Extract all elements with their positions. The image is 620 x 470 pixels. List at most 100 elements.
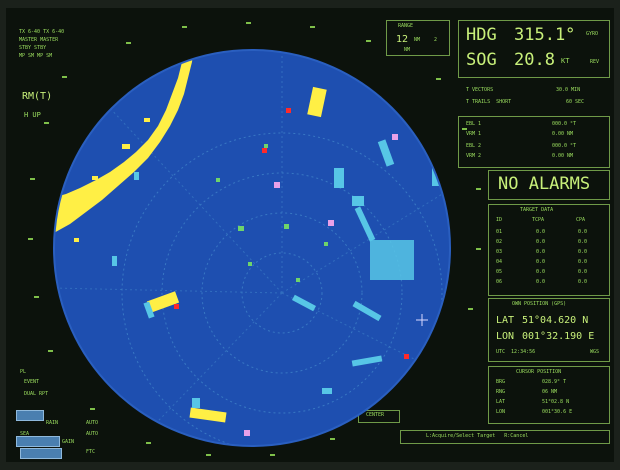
target-row-cpa: 0.0 [578, 239, 588, 245]
cursor-row-value: 028.9° T [542, 379, 567, 385]
utc-time: UTC 12:34:56 [496, 349, 536, 355]
rain-slider[interactable] [16, 410, 44, 421]
target-header-tcpa: TCPA [532, 217, 545, 223]
target-row-cpa: 0.0 [578, 279, 588, 285]
lon-value: 001°32.190 E [522, 331, 595, 342]
target-row-id[interactable]: 04 [496, 259, 503, 265]
echo-yellow [307, 86, 327, 118]
lat-value: 51°04.620 N [522, 315, 589, 326]
mp-status: MP SM MP SM [19, 53, 53, 59]
coastline-west [54, 50, 194, 234]
vrm2-value: 0.00 NM [552, 153, 574, 159]
lon-label: LON [496, 331, 515, 342]
vrm2-label[interactable]: VRM 2 [466, 153, 482, 159]
dual-button[interactable]: DUAL RPT [24, 391, 49, 397]
hint-bar [400, 430, 610, 444]
tx-status: TX 6-40 TX 6-40 [19, 29, 65, 35]
ebl-vrm-box [458, 116, 610, 168]
gain-slider[interactable] [20, 448, 62, 459]
event-button[interactable]: EVENT [24, 379, 40, 385]
speed-unit: KT [561, 57, 570, 65]
target-table [488, 204, 610, 296]
cursor-row-label: RNG [496, 389, 506, 395]
green-echoes [216, 144, 328, 282]
auto1-button[interactable]: AUTO [86, 420, 99, 426]
trails-value: 60 SEC [566, 99, 585, 105]
range-unit: NM [414, 37, 421, 43]
radar-screen: TX 6-40 TX 6-40 MASTER MASTER STBY STBY … [6, 8, 614, 462]
sea-label: SEA [20, 431, 30, 437]
target-row-id[interactable]: 06 [496, 279, 503, 285]
target-row-tcpa: 0.0 [536, 269, 546, 275]
heading-mode: GYRO [586, 31, 599, 37]
own-position-box [488, 298, 610, 362]
vrm1-value: 0.00 NM [552, 131, 574, 137]
hint-text: L:Acquire/Select Target R:Cancel [426, 433, 529, 439]
range-box[interactable] [386, 20, 450, 56]
cursor-row-label: LON [496, 409, 506, 415]
target-row-id[interactable]: 01 [496, 229, 503, 235]
target-table-title: TARGET DATA [520, 207, 554, 213]
alarm-box[interactable] [488, 170, 610, 200]
center-label: CENTER [366, 412, 385, 418]
echo-yellow [146, 291, 180, 313]
heading-label: HDG [466, 25, 497, 45]
cursor-row-label: LAT [496, 399, 506, 405]
ebl2-value: 000.0 °T [552, 143, 577, 149]
sea-slider[interactable] [16, 436, 60, 447]
pink-targets [244, 134, 398, 436]
target-header-id: ID [496, 217, 503, 223]
cursor-row-value: 51°02.8 N [542, 399, 570, 405]
cursor-row-value: 001°30.6 E [542, 409, 573, 415]
range-rings: 2 [434, 37, 438, 43]
alarm-text: NO ALARMS [498, 174, 591, 194]
range-label: RANGE [398, 23, 414, 29]
target-row-cpa: 0.0 [578, 269, 588, 275]
stby-status: STBY STBY [19, 45, 47, 51]
heading-value: 315.1° [514, 25, 576, 45]
rain-label: RAIN [46, 420, 59, 426]
target-row-cpa: 0.0 [578, 259, 588, 265]
range-sub: NM [404, 47, 411, 53]
cursor-position-box [488, 366, 610, 424]
auto2-button[interactable]: AUTO [86, 431, 99, 437]
range-value: 12 [396, 34, 409, 45]
target-row-cpa: 0.0 [578, 229, 588, 235]
target-row-cpa: 0.0 [578, 249, 588, 255]
target-row-id[interactable]: 05 [496, 269, 503, 275]
heading-box [458, 20, 610, 78]
trails-label[interactable]: T TRAILS SHORT [466, 99, 512, 105]
lat-label: LAT [496, 315, 515, 326]
motion-mode[interactable]: RM(T) [22, 91, 53, 102]
ebl2-label[interactable]: EBL 2 [466, 143, 482, 149]
speed-mode: REV [590, 59, 600, 65]
cursor-position-title: CURSOR POSITION [516, 369, 562, 375]
datum: WGS [590, 349, 600, 355]
target-row-tcpa: 0.0 [536, 279, 546, 285]
vectors-value: 30.0 MIN [556, 87, 581, 93]
coastline-west-fringe [62, 118, 150, 242]
target-row-tcpa: 0.0 [536, 229, 546, 235]
scope-rim [53, 49, 451, 447]
cursor-row-value: 06 NM [542, 389, 558, 395]
target-row-tcpa: 0.0 [536, 259, 546, 265]
target-row-id[interactable]: 03 [496, 249, 503, 255]
cursor-cross [416, 314, 428, 326]
vrm1-label[interactable]: VRM 1 [466, 131, 482, 137]
radar-ppi[interactable] [52, 48, 452, 448]
cursor-row-label: BRG [496, 379, 506, 385]
pl-label: PL [20, 369, 27, 375]
ebl1-value: 000.0 °T [552, 121, 577, 127]
orientation-mode[interactable]: H UP [24, 111, 41, 119]
ebl1-label[interactable]: EBL 1 [466, 121, 482, 127]
own-position-title: OWN POSITION (GPS) [512, 301, 567, 307]
center-button[interactable] [358, 410, 400, 423]
target-row-tcpa: 0.0 [536, 239, 546, 245]
gain-label: GAIN [62, 439, 75, 445]
target-row-id[interactable]: 02 [496, 239, 503, 245]
speed-label: SOG [466, 50, 497, 70]
ftc-label: FTC [86, 449, 96, 455]
vectors-label[interactable]: T VECTORS [466, 87, 494, 93]
master-status: MASTER MASTER [19, 37, 59, 43]
echo-yellow [189, 407, 227, 423]
